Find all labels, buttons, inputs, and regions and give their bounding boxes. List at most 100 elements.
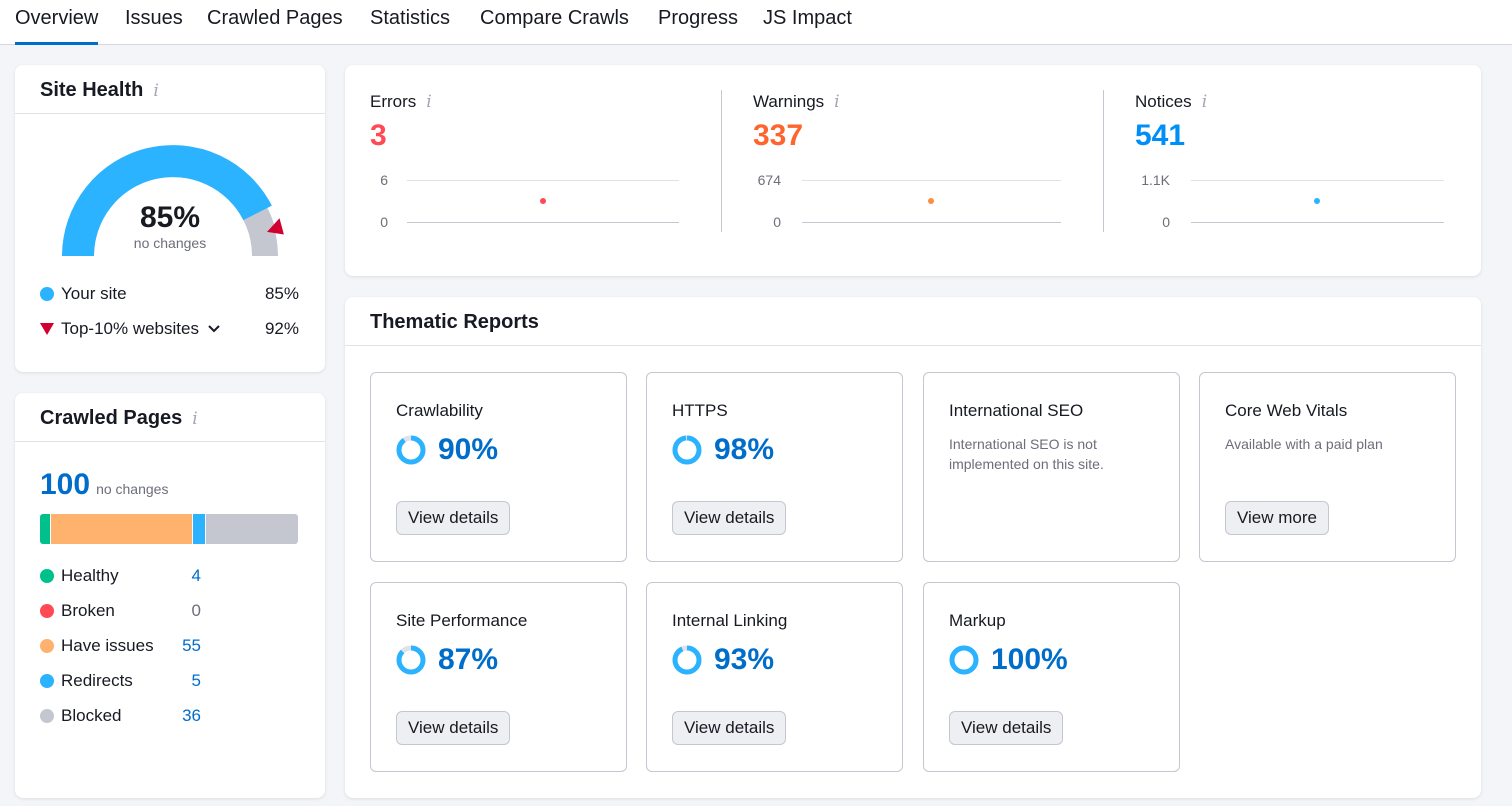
thematic-reports-header: Thematic Reports: [345, 297, 1481, 346]
report-score-value: 93%: [714, 643, 775, 676]
pages-bar-segment-have-issues[interactable]: [50, 514, 193, 544]
report-card-crawlability: Crawlability 90% View details: [370, 372, 627, 562]
report-title: Crawlability: [396, 401, 483, 420]
metric-divider: [1103, 90, 1104, 232]
warnings-baseline: [802, 222, 1061, 223]
view-details-button[interactable]: View details: [949, 711, 1064, 745]
tab-issues[interactable]: Issues: [125, 7, 183, 29]
warnings-metric: Warnings i 337 674 0: [753, 65, 1073, 265]
gauge-fill: [62, 145, 272, 257]
legend-dot-icon: [40, 639, 54, 653]
legend-dot-icon: [40, 674, 54, 688]
view-details-button[interactable]: View details: [672, 711, 787, 745]
top10-marker-icon: [267, 218, 284, 235]
tab-bar: Overview Issues Crawled Pages Statistics…: [0, 0, 1512, 45]
crawled-total: 100 no changes: [40, 468, 168, 502]
gauge-top10-segment: [247, 207, 276, 236]
info-icon[interactable]: i: [153, 81, 159, 101]
crawled-total-value[interactable]: 100: [40, 468, 91, 501]
legend-your-site: Your site: [40, 284, 127, 304]
report-card-internal-linking: Internal Linking 93% View details: [646, 582, 903, 772]
report-title: Core Web Vitals: [1225, 401, 1348, 420]
report-title: Internal Linking: [672, 611, 788, 630]
errors-value[interactable]: 3: [370, 119, 387, 152]
warnings-axis-max: 674: [757, 172, 781, 188]
errors-data-point: [540, 198, 546, 204]
report-score: 87%: [396, 643, 498, 677]
report-card-https: HTTPS 98% View details: [646, 372, 903, 562]
view-details-button[interactable]: View details: [396, 711, 511, 745]
report-score: 98%: [672, 433, 774, 467]
pages-count-value[interactable]: 4: [191, 566, 201, 585]
legend-label: Healthy: [61, 566, 119, 585]
notices-gridline: [1191, 180, 1444, 181]
warnings-axis-min: 0: [773, 214, 781, 230]
your-site-value: 85%: [264, 284, 299, 303]
pages-legend-redirects: Redirects: [40, 671, 133, 691]
info-icon[interactable]: i: [1201, 92, 1208, 112]
score-ring-icon: [949, 645, 979, 675]
triangle-down-icon: [40, 323, 54, 335]
score-ring-icon: [396, 645, 426, 675]
pages-bar-segment-healthy[interactable]: [40, 514, 51, 544]
pages-count-value[interactable]: 55: [182, 636, 201, 655]
legend-dot-icon: [40, 569, 54, 583]
notices-data-point: [1314, 198, 1320, 204]
report-title: HTTPS: [672, 401, 728, 420]
site-health-title: Site Health i: [40, 79, 159, 101]
tab-statistics[interactable]: Statistics: [370, 7, 451, 29]
errors-axis-min: 0: [380, 214, 388, 230]
view-details-button[interactable]: View details: [396, 501, 511, 535]
your-site-dot-icon: [40, 287, 54, 301]
errors-gridline: [407, 180, 679, 181]
top10-value: 92%: [264, 319, 299, 338]
pages-count-value: 0: [191, 601, 201, 620]
view-more-button[interactable]: View more: [1225, 501, 1329, 535]
info-icon[interactable]: i: [192, 409, 198, 429]
pages-bar-segment-redirects[interactable]: [192, 514, 206, 544]
info-icon[interactable]: i: [834, 92, 840, 112]
tab-overview[interactable]: Overview: [15, 7, 99, 45]
pages-count-value[interactable]: 36: [182, 706, 201, 725]
tab-crawled-pages[interactable]: Crawled Pages: [207, 7, 343, 29]
gauge-subtitle: no changes: [133, 235, 207, 251]
warnings-value[interactable]: 337: [753, 119, 804, 152]
legend-top10[interactable]: Top-10% websites: [40, 319, 220, 339]
pages-legend-have-issues: Have issues: [40, 636, 154, 656]
errors-axis-max: 6: [380, 172, 388, 188]
tab-compare-crawls[interactable]: Compare Crawls: [480, 7, 629, 29]
pages-legend-healthy: Healthy: [40, 566, 119, 586]
report-title: Markup: [949, 611, 1006, 630]
pages-count-value[interactable]: 5: [191, 671, 201, 690]
pages-bar-segment-blocked[interactable]: [205, 514, 298, 544]
report-score: 100%: [949, 643, 1068, 677]
report-card-core-web-vitals: Core Web Vitals Available with a paid pla…: [1199, 372, 1456, 562]
crawled-pages-card: Crawled Pages i 100 no changes Healthy 4 Br…: [15, 393, 325, 798]
notices-value[interactable]: 541: [1135, 119, 1186, 152]
tab-progress[interactable]: Progress: [658, 7, 739, 29]
report-score: 90%: [396, 433, 498, 467]
report-title: International SEO: [949, 401, 1084, 420]
report-card-site-performance: Site Performance 87% View details: [370, 582, 627, 772]
report-score: 93%: [672, 643, 774, 677]
legend-dot-icon: [40, 604, 54, 618]
notices-axis-max: 1.1K: [1141, 172, 1170, 188]
notices-label: Notices i: [1135, 92, 1208, 112]
report-card-markup: Markup 100% View details: [923, 582, 1180, 772]
legend-label: Have issues: [61, 636, 154, 655]
thematic-reports-card: Thematic Reports Crawlability 90% View det…: [345, 297, 1481, 798]
score-ring-icon: [672, 645, 702, 675]
pages-legend-broken: Broken: [40, 601, 115, 621]
chevron-down-icon[interactable]: [208, 325, 220, 333]
pages-legend-blocked: Blocked: [40, 706, 121, 726]
info-icon[interactable]: i: [426, 92, 432, 112]
metric-divider: [721, 90, 722, 232]
report-card-international-seo: International SEO International SEO is no…: [923, 372, 1180, 562]
tab-js-impact[interactable]: JS Impact: [763, 7, 852, 29]
report-score-value: 98%: [714, 433, 775, 466]
legend-dot-icon: [40, 709, 54, 723]
view-details-button[interactable]: View details: [672, 501, 787, 535]
warnings-data-point: [928, 198, 934, 204]
gauge-value: 85%: [139, 201, 201, 234]
issues-summary-card: Errors i 3 6 0 Warnings i 337 674 0 Notice…: [345, 65, 1481, 276]
